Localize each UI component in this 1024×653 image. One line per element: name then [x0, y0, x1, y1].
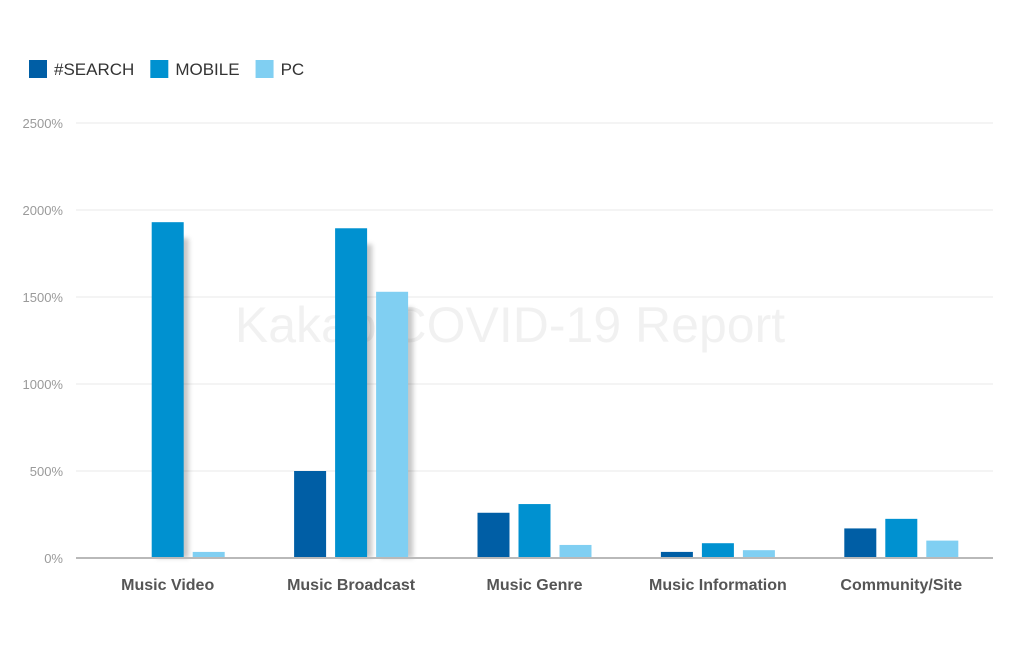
bar-2-0	[477, 512, 510, 558]
bar-4-0	[844, 528, 877, 558]
legend-label-0: #SEARCH	[54, 60, 134, 79]
legend-label-1: MOBILE	[175, 60, 239, 79]
legend-swatch-2	[255, 60, 274, 78]
bar-1-2	[376, 291, 409, 558]
legend-swatch-1	[150, 60, 169, 78]
y-tick-label-5: 2500%	[23, 116, 64, 131]
x-category-label-4: Community/Site	[840, 577, 962, 594]
bar-4-1	[885, 518, 918, 558]
legend-swatch-0	[29, 60, 47, 78]
watermark-text: Kakao COVID-19 Report	[235, 297, 785, 353]
bar-0-1	[151, 222, 184, 558]
legend-label-2: PC	[281, 60, 305, 79]
bar-3-0	[660, 551, 693, 558]
y-tick-label-0: 0%	[44, 551, 63, 566]
bar-2-1	[518, 504, 551, 558]
x-category-label-0: Music Video	[121, 577, 214, 594]
bars	[151, 222, 959, 558]
y-axis-ticks: 0% 500% 1000% 1500% 2000% 2500%	[23, 116, 64, 566]
x-category-label-3: Music Information	[649, 577, 787, 594]
legend: #SEARCH MOBILE PC	[29, 60, 304, 79]
bar-1-0	[294, 471, 327, 558]
x-category-label-1: Music Broadcast	[287, 577, 416, 594]
y-tick-label-2: 1000%	[23, 377, 64, 392]
y-tick-label-3: 1500%	[23, 290, 64, 305]
bar-0-2	[192, 551, 225, 558]
bar-1-1	[335, 228, 368, 558]
bar-4-2	[926, 540, 959, 558]
x-category-label-2: Music Genre	[486, 577, 582, 594]
y-tick-label-4: 2000%	[23, 203, 64, 218]
bar-2-2	[559, 544, 592, 558]
y-tick-label-1: 500%	[30, 464, 64, 479]
gridlines	[76, 122, 993, 472]
bar-3-2	[742, 550, 775, 558]
x-axis-categories: Music Video Music Broadcast Music Genre Mus…	[121, 577, 962, 594]
bar-3-1	[701, 543, 734, 558]
